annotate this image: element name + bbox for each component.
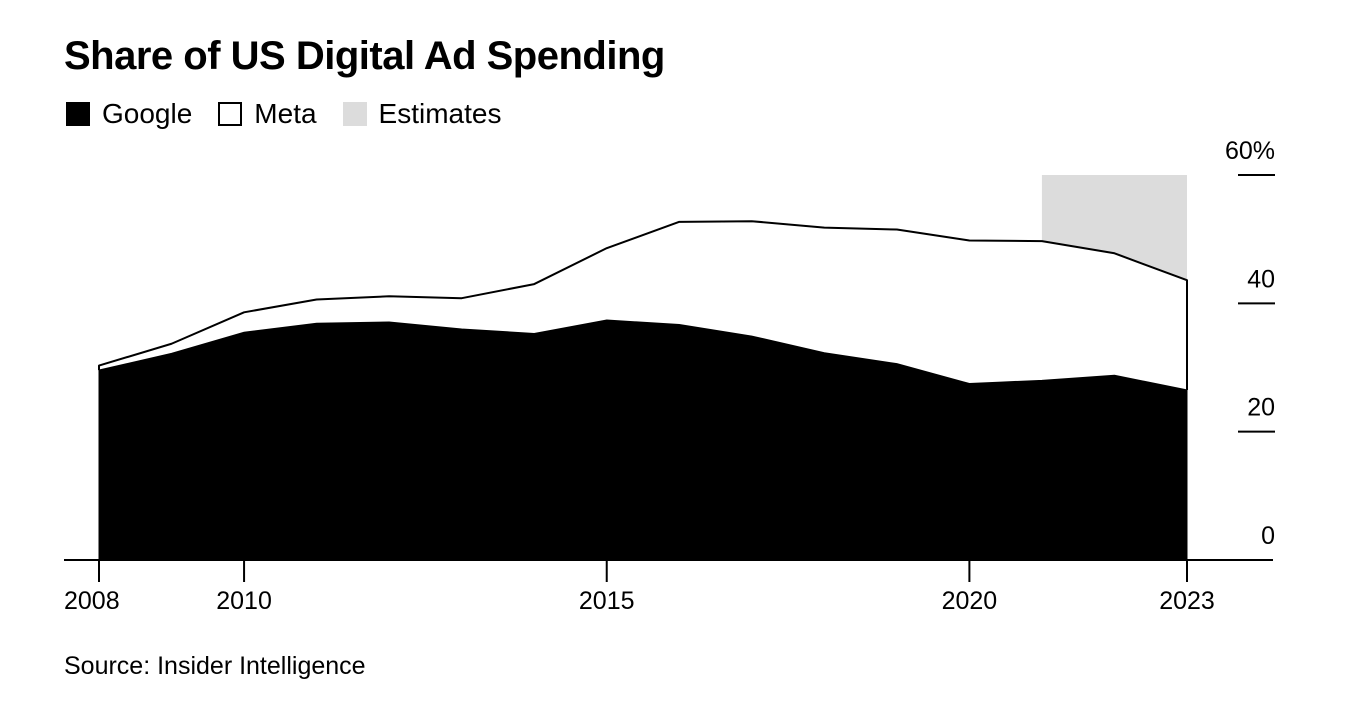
- estimates-region: [1041, 175, 1187, 281]
- x-tick-label-2015: 2015: [579, 587, 635, 615]
- x-tick-label-2023: 2023: [1159, 587, 1215, 615]
- meta-area: [99, 221, 1187, 390]
- legend-item-estimates: Estimates: [342, 98, 502, 130]
- chart-title: Share of US Digital Ad Spending: [64, 34, 665, 78]
- legend-label-meta: Meta: [254, 98, 317, 129]
- legend-label-google: Google: [102, 98, 193, 129]
- y-tick-label-20: 20: [1247, 394, 1275, 422]
- x-tick-label-2020: 2020: [942, 587, 998, 615]
- source-note: Source: Insider Intelligence: [64, 652, 366, 680]
- legend-swatch-estimates: [342, 102, 367, 126]
- y-tick-label-40: 40: [1247, 265, 1275, 293]
- legend-label-estimates: Estimates: [378, 98, 502, 129]
- legend: Google Meta Estimates: [66, 98, 527, 130]
- legend-swatch-meta: [218, 102, 243, 126]
- meta-outline: [98, 220, 1188, 390]
- x-tick-label-2010: 2010: [216, 587, 272, 615]
- y-tick-label-0: 0: [1261, 522, 1275, 550]
- google-area: [98, 319, 1188, 561]
- legend-item-meta: Meta: [218, 98, 317, 130]
- x-tick-label-2008: 2008: [64, 587, 120, 615]
- y-tick-label-60: 60%: [1225, 137, 1275, 165]
- legend-swatch-google: [66, 102, 90, 126]
- legend-item-google: Google: [66, 98, 192, 130]
